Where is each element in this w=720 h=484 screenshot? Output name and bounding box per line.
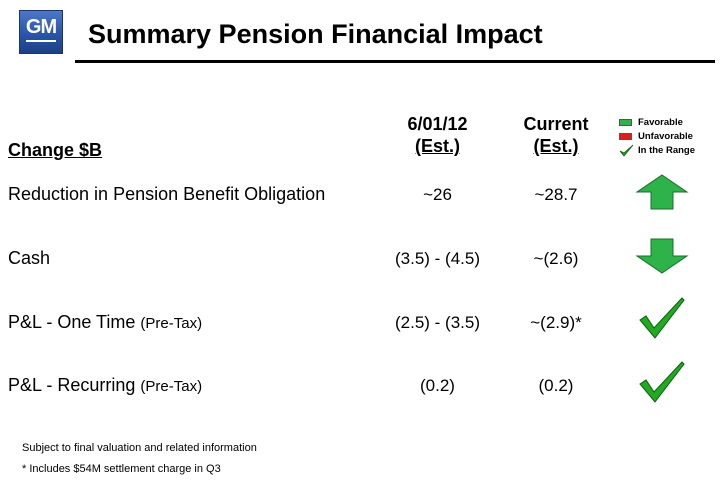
column-header-current: Current (Est.) — [502, 113, 610, 157]
logo-text: GM — [25, 16, 57, 38]
legend-unfavorable: Unfavorable — [619, 129, 695, 143]
column-header-line1: 6/01/12 — [407, 114, 468, 134]
legend-unfavorable-label: Unfavorable — [638, 130, 693, 142]
row-pl-recurring-col2: (0.2) — [538, 376, 574, 395]
row-label-pbo-reduction: Reduction in Pension Benefit Obligation — [8, 183, 325, 205]
checkmark-icon — [619, 144, 634, 157]
row-pl-one-time-col1: (2.5) - (3.5) — [394, 313, 481, 332]
row-label-pl-recurring: P&L - Recurring (Pre-Tax) — [8, 374, 202, 398]
change-header: Change $B — [8, 140, 103, 160]
footnote-valuation: Subject to final valuation and related i… — [22, 442, 257, 454]
column-header-estimate-0601: 6/01/12 (Est.) — [380, 113, 495, 157]
footnote-settlement: * Includes $54M settlement charge in Q3 — [22, 463, 221, 475]
column-header-line2: (Est.) — [415, 136, 460, 156]
row-label-suffix: (Pre-Tax) — [140, 315, 203, 332]
favorable-swatch — [619, 118, 632, 126]
legend-in-range-label: In the Range — [638, 144, 696, 156]
legend-favorable: Favorable — [619, 115, 695, 129]
logo-underline — [26, 40, 56, 42]
up-arrow-icon — [635, 174, 689, 210]
checkmark-icon — [639, 361, 685, 403]
row-pl-recurring-col1: (0.2) — [420, 376, 455, 395]
legend-in-range: In the Range — [619, 143, 695, 157]
row-pbo-col1: ~26 — [423, 185, 452, 204]
row-label-cash: Cash — [8, 247, 50, 269]
row-label-text: Cash — [8, 248, 51, 268]
row-pbo-col2: ~28.7 — [534, 185, 578, 204]
row-label-text: Reduction in Pension Benefit Obligation — [8, 184, 326, 204]
legend-favorable-label: Favorable — [638, 116, 683, 128]
row-label-pl-one-time: P&L - One Time (Pre-Tax) — [8, 311, 202, 335]
row-label-suffix: (Pre-Tax) — [140, 378, 203, 395]
legend: Favorable Unfavorable In the Range — [619, 115, 695, 157]
row-cash-col2: ~(2.6) — [533, 249, 579, 268]
row-cash-col1: (3.5) - (4.5) — [394, 249, 481, 268]
down-arrow-icon — [635, 238, 689, 274]
checkmark-icon — [639, 297, 685, 339]
row-pl-one-time-col2: ~(2.9)* — [530, 313, 582, 332]
page-title: Summary Pension Financial Impact — [88, 19, 543, 49]
column-header-line1: Current — [523, 114, 589, 134]
gm-logo: GM — [19, 10, 63, 54]
title-divider — [75, 60, 715, 63]
column-header-line2: (Est.) — [533, 136, 579, 156]
row-label-text: P&L - One Time — [8, 312, 141, 332]
row-label-text: P&L - Recurring — [8, 375, 141, 395]
unfavorable-swatch — [619, 132, 632, 140]
